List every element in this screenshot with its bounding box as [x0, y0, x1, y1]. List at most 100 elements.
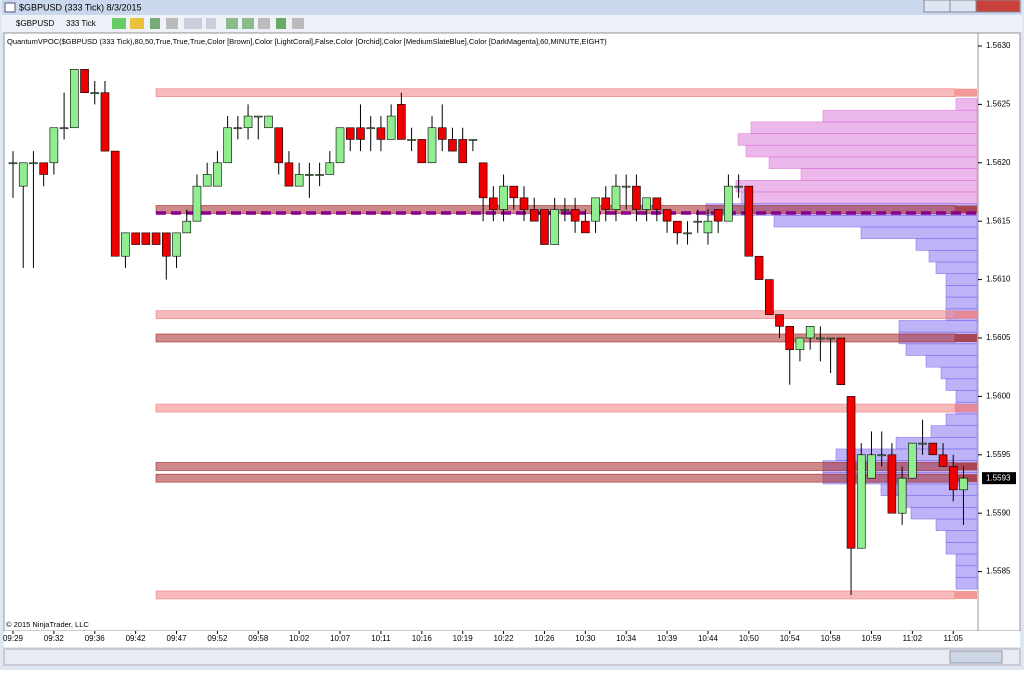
candle-body: [560, 209, 570, 211]
candle-body: [744, 185, 754, 257]
candle-body: [877, 454, 887, 457]
maximize-button[interactable]: [949, 0, 977, 13]
candle-body: [754, 255, 764, 280]
candle-body: [570, 209, 580, 222]
tool-button[interactable]: [166, 18, 178, 29]
volume-profile-bar: [935, 518, 978, 532]
instrument-selector[interactable]: $GBPUSD: [16, 19, 54, 28]
bar-style-button[interactable]: [112, 18, 126, 29]
candle-body: [90, 92, 100, 95]
candle-body: [427, 127, 437, 164]
candles: [8, 69, 968, 595]
candle-body: [162, 232, 171, 257]
candle-body: [131, 232, 140, 245]
volume-profile-bar: [945, 296, 978, 310]
candle-body: [202, 174, 212, 187]
candle-body: [407, 139, 416, 141]
save-button[interactable]: [292, 18, 304, 29]
candle-body: [959, 477, 968, 491]
candle-body: [253, 115, 263, 118]
indicator-button[interactable]: [226, 18, 238, 29]
x-tick-label: 11:02: [903, 634, 923, 643]
x-tick-label: 10:11: [371, 634, 391, 643]
volume-profile-bar: [940, 366, 978, 380]
volume-profile-bar: [910, 507, 978, 520]
zoom-button[interactable]: [206, 18, 216, 29]
scroll-thumb[interactable]: [949, 650, 1003, 664]
toolbar-icons: [112, 18, 304, 29]
y-tick-label: 1.5630: [986, 41, 1011, 50]
level-zone-end: [955, 310, 977, 319]
minimize-button[interactable]: [923, 0, 951, 13]
candle-body: [448, 139, 457, 152]
candle-body: [846, 396, 856, 549]
candle-body: [213, 162, 222, 187]
interval-selector[interactable]: 333 Tick: [66, 19, 97, 28]
candle-body: [121, 232, 130, 257]
candle-body: [192, 185, 202, 222]
volume-profile-bar: [745, 144, 978, 158]
draw-tool-button[interactable]: [130, 18, 144, 29]
y-tick-label: 1.5620: [986, 158, 1011, 167]
time-axis: [4, 631, 1020, 647]
volume-profile-bar: [945, 273, 978, 286]
last-price-label: 1.5593: [986, 473, 1011, 482]
x-tick-label: 10:07: [330, 634, 351, 643]
candle-body: [397, 104, 406, 140]
candle-body: [356, 127, 365, 140]
candle-body: [489, 197, 498, 210]
volume-profile-bar: [955, 553, 978, 567]
candle-body: [519, 197, 529, 210]
x-tick-label: 09:29: [3, 634, 24, 643]
candle-body: [100, 92, 110, 152]
price-axis: [977, 32, 1021, 632]
overlays: [155, 88, 978, 600]
candle-body: [49, 127, 59, 164]
volume-profile-bar: [945, 285, 978, 298]
candle-body: [928, 442, 938, 456]
volume-profile-bar: [773, 215, 978, 228]
zoom-button[interactable]: [184, 18, 202, 29]
y-tick-label: 1.5605: [986, 333, 1011, 342]
x-tick-label: 10:16: [412, 634, 433, 643]
volume-profile-bar: [930, 425, 978, 438]
candle-body: [264, 115, 273, 129]
level-zone: [155, 590, 956, 600]
candle-body: [376, 127, 386, 140]
candle-body: [335, 127, 345, 164]
candle-body: [652, 197, 662, 210]
candle-body: [509, 185, 519, 199]
tool-button[interactable]: [150, 18, 160, 29]
candle-body: [948, 466, 958, 491]
x-tick-label: 11:05: [944, 634, 964, 643]
candle-body: [499, 185, 508, 210]
candle-body: [478, 162, 488, 199]
candle-body: [632, 185, 641, 210]
candle-body: [713, 209, 723, 222]
x-tick-label: 10:39: [657, 634, 678, 643]
close-button[interactable]: [975, 0, 1021, 13]
strategy-button[interactable]: [242, 18, 254, 29]
candle-body: [805, 326, 815, 339]
candle-body: [233, 127, 243, 130]
level-zone: [155, 403, 956, 413]
candle-body: [918, 442, 927, 445]
volume-profile-bar: [900, 495, 978, 508]
volume-profile-bar: [898, 320, 978, 333]
scrollbar[interactable]: [3, 648, 1021, 666]
volume-profile-bar: [935, 261, 978, 275]
candle-body: [315, 174, 324, 176]
candle-body: [703, 220, 713, 234]
y-tick-label: 1.5600: [986, 392, 1011, 401]
x-tick-label: 10:54: [780, 634, 801, 643]
window-title: $GBPUSD (333 Tick) 8/3/2015: [19, 2, 142, 12]
properties-button[interactable]: [258, 18, 270, 29]
level-zone: [155, 310, 956, 319]
level-zone-end: [955, 333, 977, 342]
data-box-button[interactable]: [276, 18, 286, 29]
candle-body: [59, 127, 69, 130]
level-zone: [155, 333, 956, 343]
volume-profile-bar: [945, 378, 978, 391]
y-tick-label: 1.5615: [986, 216, 1011, 225]
candle-body: [734, 185, 743, 188]
